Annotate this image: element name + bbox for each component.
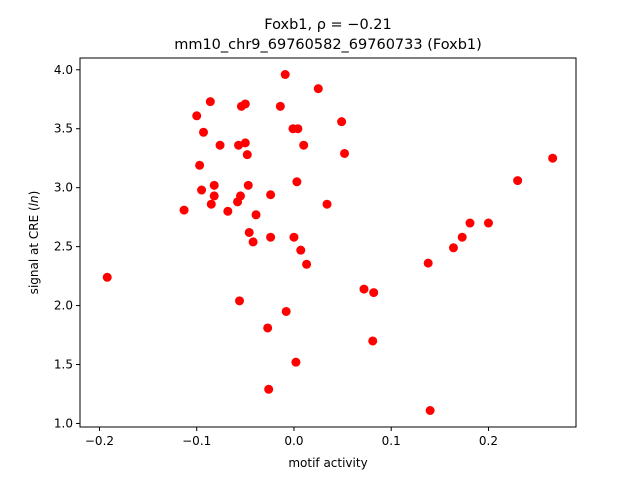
data-point-35 (293, 124, 303, 134)
data-point-19 (242, 150, 252, 160)
data-point-33 (291, 357, 301, 367)
data-point-52 (513, 176, 523, 186)
data-point-5 (199, 127, 209, 137)
data-point-44 (368, 336, 378, 346)
data-point-10 (215, 140, 225, 150)
data-point-22 (248, 237, 258, 247)
data-point-7 (206, 199, 216, 209)
data-point-18 (240, 138, 250, 148)
data-points (102, 70, 558, 415)
data-point-21 (244, 227, 254, 237)
data-point-3 (195, 160, 205, 170)
data-point-46 (423, 258, 433, 268)
y-tick-label: 4.0 (54, 63, 73, 77)
data-point-13 (234, 140, 244, 150)
data-point-50 (465, 218, 475, 228)
data-point-0 (102, 272, 112, 282)
y-axis-label-ln: ln (27, 195, 41, 206)
data-point-20 (243, 180, 253, 190)
data-point-25 (264, 384, 274, 394)
data-point-48 (448, 243, 458, 253)
data-point-11 (223, 206, 233, 216)
chart-title-line2: mm10_chr9_69760582_69760733 (Foxb1) (174, 37, 482, 53)
data-point-1 (179, 205, 189, 215)
data-point-36 (296, 245, 306, 255)
data-point-15 (235, 191, 245, 201)
data-point-51 (483, 218, 493, 228)
x-tick-label: 0.1 (382, 434, 401, 448)
plot-area-frame (79, 57, 577, 428)
data-point-9 (209, 191, 219, 201)
data-point-14 (235, 296, 244, 306)
data-point-4 (197, 185, 207, 195)
x-tick-label: −0.2 (85, 434, 114, 448)
data-point-42 (340, 148, 350, 158)
chart-title-line1: Foxb1, ρ = −0.21 (264, 17, 391, 33)
y-tick-label: 3.5 (54, 122, 73, 136)
data-point-29 (280, 70, 290, 79)
data-point-37 (299, 140, 309, 150)
data-point-40 (322, 199, 332, 209)
data-point-34 (292, 177, 302, 187)
data-point-30 (281, 306, 291, 316)
data-point-43 (359, 284, 369, 294)
y-axis-ticks: 1.0 1.5 2.0 2.5 3.0 3.5 4.0 (54, 63, 80, 430)
data-point-45 (369, 288, 379, 298)
x-tick-label: 0.0 (284, 434, 303, 448)
data-point-8 (209, 180, 219, 190)
data-point-38 (302, 259, 312, 269)
data-point-47 (425, 406, 435, 415)
y-axis-label-close: ) (27, 191, 41, 196)
data-point-39 (313, 84, 323, 94)
x-axis-label: motif activity (288, 456, 367, 470)
y-tick-label: 3.0 (54, 181, 73, 195)
data-point-26 (266, 232, 276, 242)
data-point-28 (275, 101, 285, 111)
data-point-53 (548, 153, 558, 163)
y-tick-label: 1.5 (54, 358, 73, 372)
y-tick-label: 1.0 (54, 416, 73, 430)
data-point-27 (266, 190, 276, 200)
data-point-17 (240, 99, 250, 109)
data-point-23 (251, 210, 261, 220)
x-tick-label: −0.1 (182, 434, 211, 448)
x-axis-ticks: −0.2 −0.1 0.0 0.1 0.2 (85, 427, 498, 448)
data-point-24 (263, 323, 273, 333)
y-axis-label: signal at CRE (ln) (27, 191, 41, 295)
data-point-49 (457, 232, 467, 242)
y-axis-label-main: signal at CRE ( (27, 206, 41, 294)
data-point-41 (337, 117, 347, 127)
data-point-2 (192, 111, 202, 121)
x-tick-label: 0.2 (479, 434, 498, 448)
data-point-32 (289, 232, 299, 242)
data-point-6 (205, 97, 215, 107)
y-tick-label: 2.0 (54, 299, 73, 313)
y-tick-label: 2.5 (54, 240, 73, 254)
